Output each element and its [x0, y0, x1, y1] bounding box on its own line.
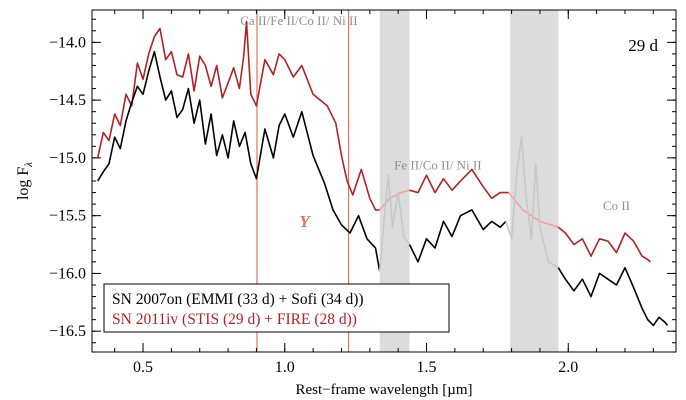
- x-axis-title: Rest−frame wavelength [µm]: [295, 382, 472, 398]
- y-tick-label-5: −16.5: [49, 323, 86, 340]
- series-sn2007on-segment-1: [378, 174, 411, 272]
- annotation-1: Fe II/Co II/ Ni II: [394, 157, 481, 172]
- series-sn2011iv-segment-1: [379, 189, 410, 211]
- y-axis-title-group: log Fλ: [15, 162, 35, 200]
- series-sn2007on-segment-2: [408, 209, 507, 263]
- series-sn2011iv-segment-2: [409, 168, 509, 200]
- spectra-lines: [96, 20, 669, 327]
- y-axis-title-main: log F: [15, 167, 32, 200]
- y-axis-title: log Fλ: [15, 162, 35, 200]
- x-tick-label-2: 1.5: [417, 359, 437, 376]
- x-tick-label-0: 0.5: [133, 359, 153, 376]
- y-tick-label-2: −15.0: [49, 150, 86, 167]
- legend-box: [103, 283, 450, 333]
- x-axis-title-group: Rest−frame wavelength [µm]: [295, 382, 472, 398]
- series-sn2011iv-segment-3: [508, 192, 559, 228]
- axis-ticks: 0.5 1.0 1.5 2.0 −14.0 −14.5 −15.0 −15.5 −16.0 −16…: [49, 10, 676, 376]
- legend-entry-sn2007on: SN 2007on (EMMI (33 d) + Sofi (34 d)): [112, 291, 364, 308]
- x-tick-label-3: 2.0: [558, 359, 578, 376]
- series-sn2011iv-segment-0: [96, 20, 380, 211]
- annotation-2: Co II: [603, 198, 630, 213]
- y-tick-label-1: −14.5: [49, 92, 86, 109]
- series-sn2007on-segment-4: [557, 266, 669, 327]
- y-tick-label-0: −14.0: [49, 34, 86, 51]
- x-tick-label-1: 1.0: [275, 359, 295, 376]
- annotation-0: Ca II/Fe II/Co II/ Ni II: [240, 13, 357, 28]
- y-tick-label-3: −15.5: [49, 208, 86, 225]
- y-axis-title-sub: λ: [23, 162, 35, 168]
- y-tick-label-4: −16.0: [49, 265, 86, 282]
- legend: SN 2007on (EMMI (33 d) + Sofi (34 d)) SN…: [103, 283, 450, 333]
- annotation-3: Y: [299, 212, 311, 231]
- series-sn2007on-segment-0: [97, 50, 381, 272]
- legend-entry-sn2011iv: SN 2011iv (STIS (29 d) + FIRE (28 d)): [112, 311, 357, 328]
- series-sn2011iv-segment-4: [557, 226, 652, 263]
- annotations: Ca II/Fe II/Co II/ Ni II Fe II/Co II/ Ni …: [240, 13, 630, 231]
- series-sn2007on-segment-3: [505, 136, 559, 269]
- epoch-label: 29 d: [628, 36, 658, 55]
